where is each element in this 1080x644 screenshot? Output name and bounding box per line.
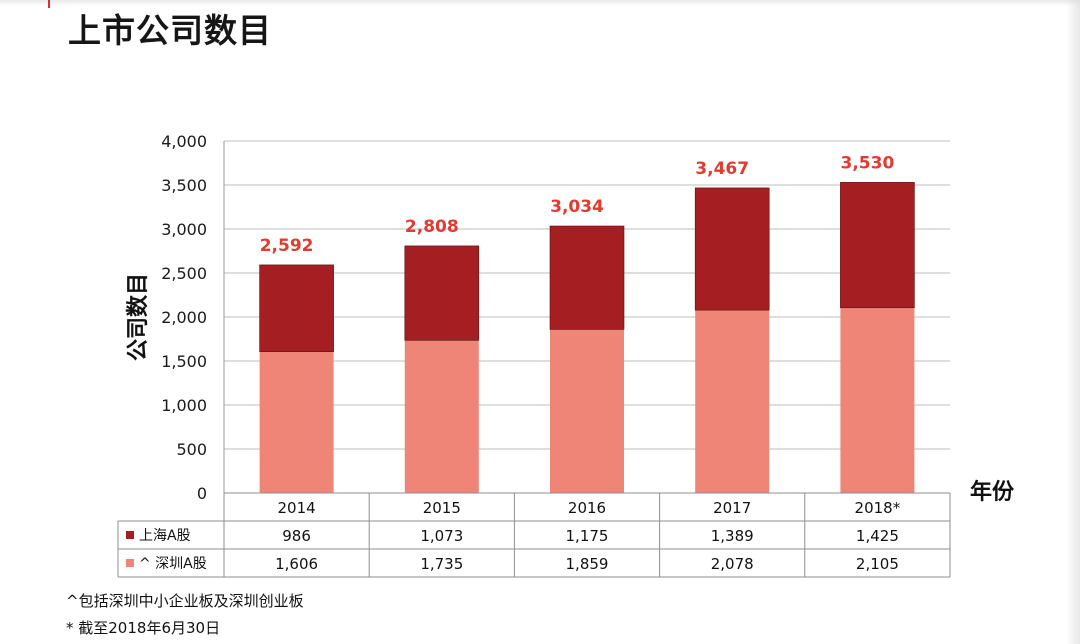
table-cell-shenzhen: 1,859 (566, 555, 609, 573)
table-cell-shanghai: 986 (282, 527, 311, 545)
x-axis-title: 年份 (970, 479, 1015, 505)
legend-swatch-shenzhen (126, 559, 134, 567)
legend-swatch-shanghai (126, 531, 134, 539)
bar-shenzhen (404, 340, 479, 493)
bar-shanghai (840, 182, 915, 309)
x-category-label: 2014 (278, 499, 316, 517)
bar-shanghai (259, 264, 334, 352)
total-label: 3,530 (841, 153, 895, 173)
bar-shenzhen (550, 329, 624, 493)
legend-label-shanghai: 上海A股 (139, 528, 191, 544)
table-cell-shenzhen: 1,606 (275, 555, 318, 573)
x-category-label: 2016 (568, 499, 606, 517)
table-cell-shanghai: 1,073 (420, 527, 463, 545)
total-label: 3,034 (550, 197, 604, 217)
x-category-label: 2018* (855, 499, 901, 517)
page-title: 上市公司数目 (68, 11, 272, 50)
y-tick-label: 3,000 (161, 220, 207, 239)
table-cell-shanghai: 1,175 (566, 527, 609, 545)
y-tick-label: 1,000 (161, 396, 207, 415)
legend-label-shenzhen: ^ 深圳A股 (139, 556, 207, 572)
y-tick-label: 4,000 (161, 132, 207, 151)
footnote-date: * 截至2018年6月30日 (66, 619, 221, 637)
bar-shanghai (694, 187, 770, 311)
table-cell-shanghai: 1,389 (711, 527, 754, 545)
top-rule (0, 0, 1080, 6)
y-axis-title: 公司数目 (125, 273, 151, 361)
y-tick-label: 1,500 (161, 352, 207, 371)
total-label: 2,592 (260, 236, 314, 256)
footnote-shenzhen: ^包括深圳中小企业板及深圳创业板 (66, 592, 304, 610)
table-cell-shenzhen: 2,105 (856, 555, 899, 573)
page-edge-shadow (1066, 0, 1080, 644)
y-tick-label: 2,000 (161, 308, 207, 327)
bar-shenzhen (840, 307, 915, 493)
x-category-label: 2017 (713, 499, 751, 517)
bar-shanghai (404, 245, 480, 341)
bar-shenzhen (259, 351, 334, 493)
table-cell-shenzhen: 2,078 (711, 555, 754, 573)
y-tick-label: 0 (197, 484, 207, 503)
y-tick-label: 2,500 (161, 264, 207, 283)
total-label: 2,808 (405, 217, 459, 237)
accent-tick (48, 0, 50, 8)
bar-shanghai (549, 225, 625, 330)
bar-shenzhen (695, 310, 770, 493)
y-tick-label: 3,500 (161, 176, 207, 195)
table-cell-shenzhen: 1,735 (420, 555, 463, 573)
footnotes: ^包括深圳中小企业板及深圳创业板 * 截至2018年6月30日 (66, 588, 304, 642)
table-cell-shanghai: 1,425 (856, 527, 899, 545)
x-category-label: 2015 (423, 499, 461, 517)
y-tick-label: 500 (176, 440, 207, 459)
total-label: 3,467 (695, 159, 749, 179)
